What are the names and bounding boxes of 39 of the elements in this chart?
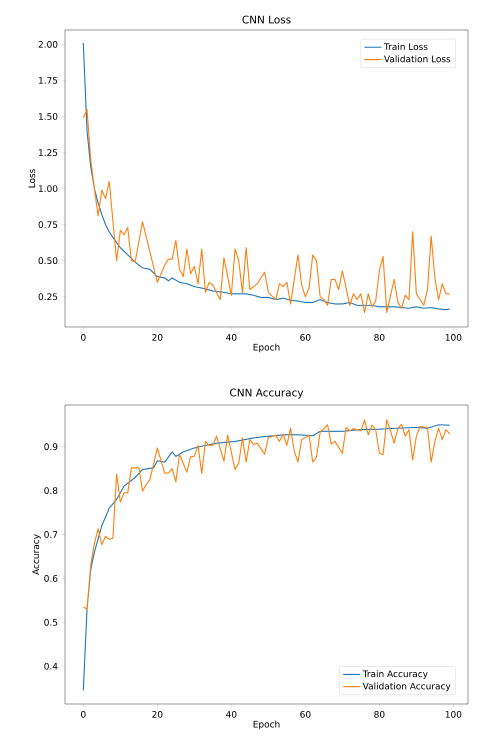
legend-label: Train Loss: [384, 43, 428, 50]
x-tick-label: 0: [81, 334, 86, 341]
x-tick-label: 100: [446, 711, 462, 718]
legend-label: Validation Accuracy: [362, 682, 450, 692]
y-tick-label: 1.50: [39, 113, 58, 120]
y-axis-title: Loss: [28, 169, 36, 188]
legend-label: Train Accuracy: [362, 670, 428, 679]
chart-title: CNN Loss: [242, 16, 291, 24]
y-tick-label: 0.5: [44, 618, 58, 626]
x-tick-label: 60: [300, 711, 310, 718]
y-tick-label: 0.4: [44, 662, 58, 670]
x-tick-label: 80: [374, 334, 384, 341]
y-tick-label: 0.50: [38, 257, 58, 264]
y-tick-label: 1.25: [39, 149, 58, 156]
x-tick-label: 80: [374, 711, 384, 718]
x-tick-label: 40: [226, 711, 236, 718]
y-tick-label: 0.6: [44, 575, 58, 582]
y-tick-label: 0.7: [44, 531, 58, 538]
x-tick-label: 0: [81, 711, 86, 718]
x-tick-label: 60: [300, 334, 310, 341]
x-tick-label: 20: [152, 711, 162, 718]
x-tick-label: 40: [226, 334, 236, 341]
y-tick-label: 0.75: [38, 221, 58, 228]
x-tick-label: 20: [152, 334, 162, 341]
y-axis-title: Accuracy: [32, 534, 41, 575]
line-series: [82, 108, 450, 314]
y-tick-label: 0.8: [44, 487, 58, 494]
y-tick-label: 1.00: [39, 185, 58, 192]
line-series: [82, 424, 450, 691]
line-series: [82, 419, 450, 610]
legend-label: Validation Loss: [384, 55, 450, 62]
y-tick-label: 2.00: [38, 41, 58, 48]
x-axis-title: Epoch: [254, 720, 280, 730]
x-tick-label: 100: [446, 334, 462, 341]
y-tick-label: 1.75: [39, 77, 58, 84]
y-tick-label: 0.25: [38, 293, 58, 300]
chart-title: CNN Accuracy: [230, 388, 304, 398]
x-axis-title: Epoch: [254, 344, 280, 352]
y-tick-label: 0.9: [44, 443, 58, 450]
